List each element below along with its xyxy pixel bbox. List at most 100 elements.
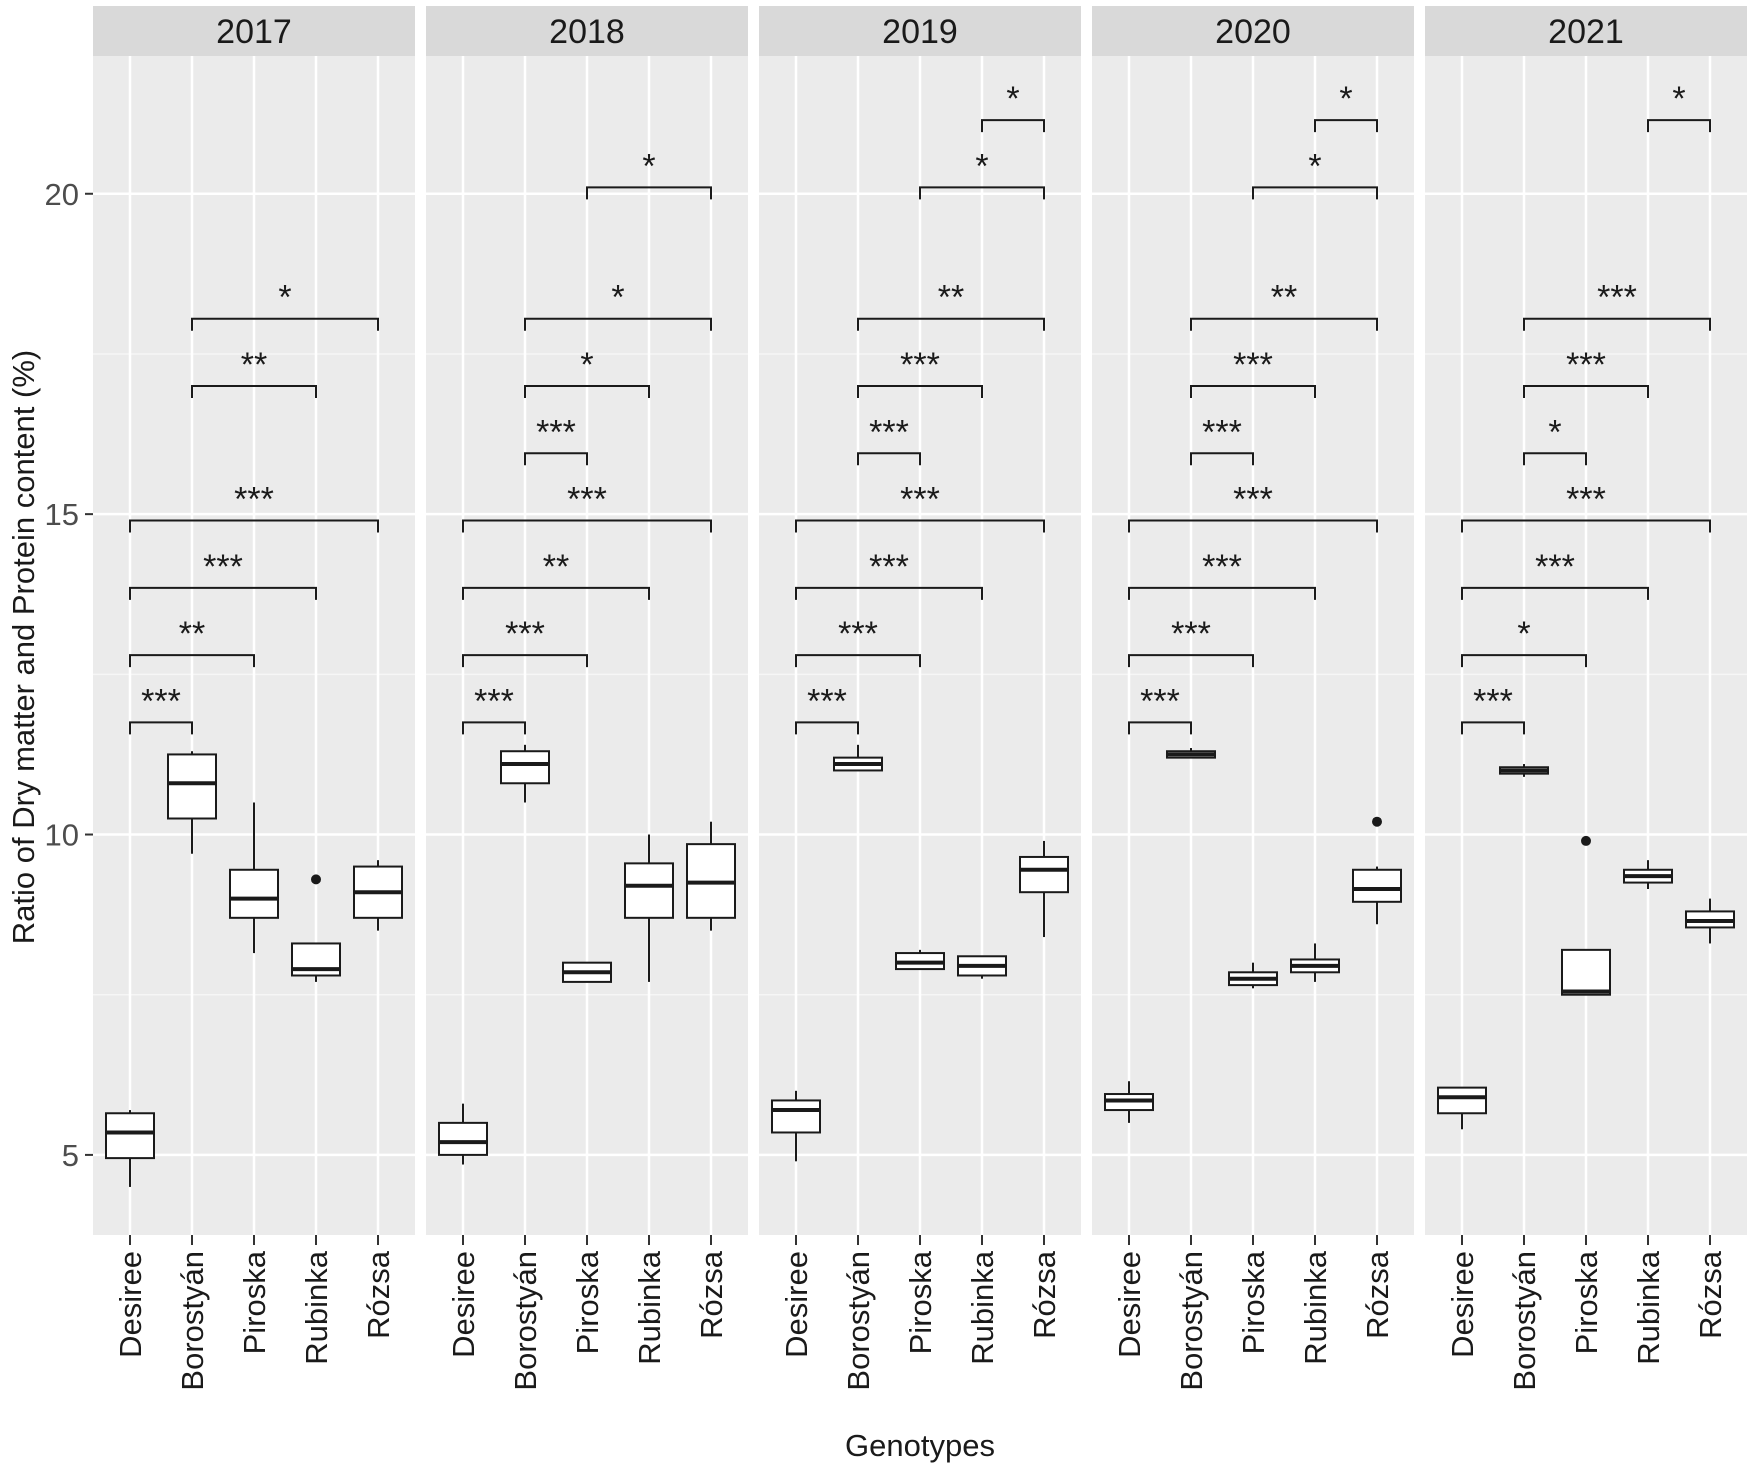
box-Piroska [1561, 835, 1611, 996]
bracket-line [857, 452, 921, 466]
significance-bracket: *** [129, 548, 317, 600]
x-tick-label: Borostyán [175, 1251, 210, 1391]
box-iqr [1561, 948, 1611, 996]
bracket-line [129, 654, 255, 668]
significance-label: *** [1566, 481, 1606, 519]
box-Piroska [562, 961, 612, 983]
significance-label: * [611, 279, 624, 317]
significance-label: *** [900, 481, 940, 519]
significance-label: * [1339, 80, 1352, 118]
significance-label: *** [900, 346, 940, 384]
significance-bracket: * [1314, 80, 1378, 133]
significance-label: *** [567, 481, 607, 519]
significance-bracket: *** [1128, 682, 1192, 735]
outlier-point [1372, 816, 1382, 827]
significance-bracket: *** [462, 481, 712, 533]
x-tick-label: Rózsa [1027, 1250, 1062, 1339]
box-Rubinka [1290, 943, 1340, 982]
significance-label: *** [505, 615, 545, 653]
significance-bracket: *** [462, 615, 588, 668]
y-tick-label: 10 [45, 818, 79, 853]
panel-strip [759, 6, 1081, 56]
bracket-line [1128, 654, 1254, 668]
significance-bracket: *** [857, 413, 921, 466]
significance-label: * [1672, 80, 1685, 118]
panel-strip [1425, 6, 1747, 56]
bracket-line [1461, 654, 1587, 668]
significance-bracket: *** [795, 682, 859, 735]
significance-bracket: ** [191, 346, 317, 398]
significance-label: *** [869, 548, 909, 586]
significance-bracket: *** [1523, 279, 1711, 331]
x-tick-label: Desiree [113, 1251, 148, 1358]
x-tick-label: Piroska [1236, 1250, 1271, 1354]
bracket-line [524, 317, 712, 331]
x-axis-title: Genotypes [845, 1428, 995, 1463]
x-tick-label: Rózsa [1693, 1250, 1728, 1339]
box-iqr [229, 868, 279, 919]
bracket-line [795, 654, 921, 668]
x-tick-label: Borostyán [841, 1251, 876, 1391]
significance-bracket: *** [1190, 413, 1254, 466]
box-Piroska [1228, 962, 1278, 989]
x-tick-label: Desiree [1445, 1251, 1480, 1358]
bracket-line [462, 654, 588, 668]
panel-strip [93, 6, 415, 56]
bracket-line [857, 384, 983, 398]
significance-bracket: *** [1461, 548, 1649, 600]
panel-title: 2021 [1548, 13, 1624, 51]
bracket-line [1314, 119, 1378, 133]
x-tick-label: Rubinka [965, 1250, 1000, 1364]
significance-label: *** [1597, 279, 1637, 317]
significance-bracket: * [1252, 147, 1378, 200]
panel-title: 2017 [216, 13, 292, 51]
bracket-line [191, 384, 317, 398]
x-tick-label: Desiree [1112, 1251, 1147, 1358]
significance-bracket: ** [1190, 279, 1378, 331]
y-tick-label: 5 [62, 1138, 79, 1173]
significance-label: *** [1473, 682, 1513, 720]
significance-bracket: *** [1128, 481, 1378, 533]
x-tick-label: Piroska [903, 1250, 938, 1354]
significance-bracket: *** [795, 548, 983, 600]
significance-bracket: ** [857, 279, 1045, 331]
bracket-line [795, 586, 983, 600]
significance-bracket: * [586, 147, 712, 200]
bracket-line [919, 186, 1045, 200]
x-tick-label: Desiree [779, 1251, 814, 1358]
bracket-line [462, 721, 526, 735]
y-tick-label: 15 [45, 497, 79, 532]
box-Rubinka [1623, 860, 1673, 889]
box-Rubinka [291, 874, 341, 982]
significance-label: *** [1140, 682, 1180, 720]
significance-label: *** [1566, 346, 1606, 384]
box-Desiree [1104, 1081, 1154, 1123]
significance-label: * [1006, 80, 1019, 118]
panel-strip [426, 6, 748, 56]
bracket-line [129, 586, 317, 600]
bracket-line [1190, 452, 1254, 466]
significance-bracket: * [981, 80, 1045, 133]
significance-bracket: ** [462, 548, 650, 600]
box-iqr [438, 1121, 488, 1156]
significance-bracket: *** [129, 682, 193, 735]
bracket-line [857, 317, 1045, 331]
panel-2018: 2018*****************Desiree Borostyán Pir… [426, 6, 748, 1391]
panel-strip [1092, 6, 1414, 56]
x-tick-label: Rózsa [361, 1250, 396, 1339]
bracket-line [1252, 186, 1378, 200]
box-iqr [771, 1099, 821, 1134]
panel-2019: 2019**********************Desiree Borosty… [759, 6, 1081, 1391]
box-Desiree [105, 1110, 155, 1187]
significance-label: *** [536, 413, 576, 451]
significance-bracket: ** [129, 615, 255, 668]
box-Rózsa [686, 821, 736, 931]
bracket-line [1647, 119, 1711, 133]
box-Desiree [438, 1103, 488, 1165]
box-iqr [500, 750, 550, 785]
significance-label: *** [1535, 548, 1575, 586]
significance-label: *** [203, 548, 243, 586]
significance-label: *** [234, 481, 274, 519]
significance-label: * [1308, 147, 1321, 185]
